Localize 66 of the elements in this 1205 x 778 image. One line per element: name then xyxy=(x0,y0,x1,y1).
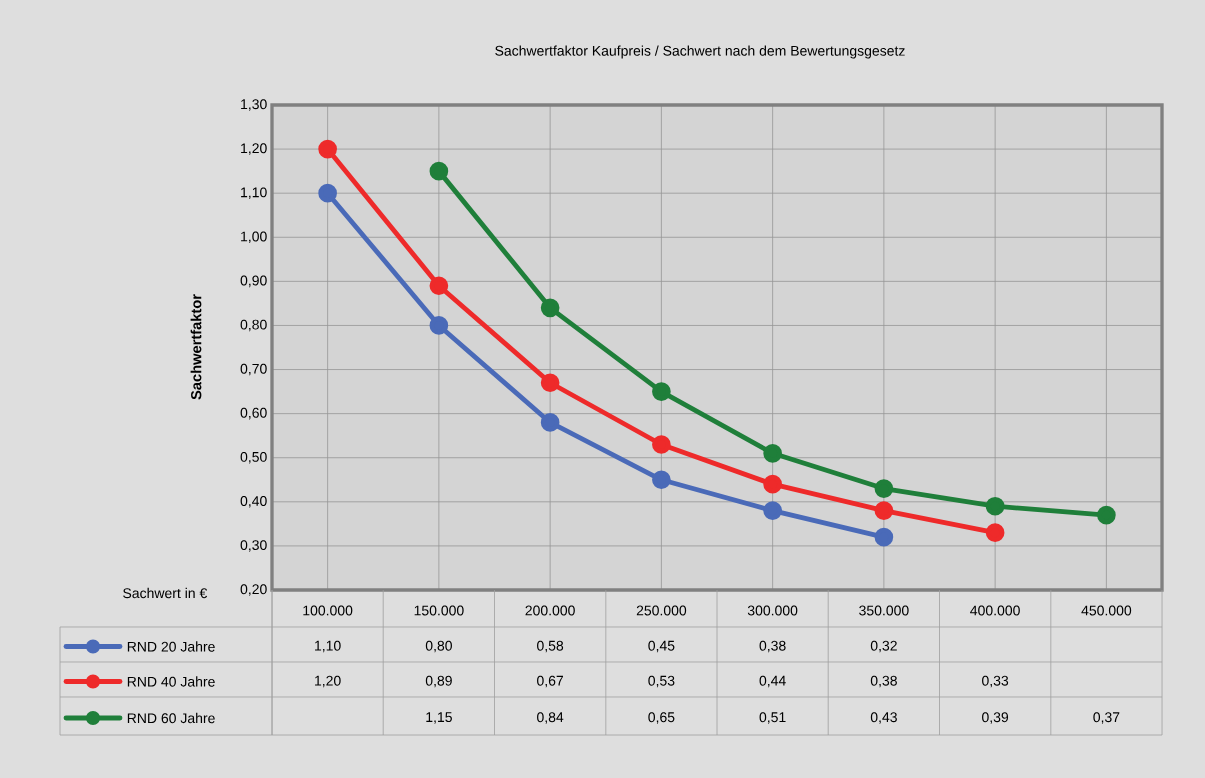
point xyxy=(763,501,782,520)
point xyxy=(540,373,560,393)
data-label: 0,38 xyxy=(870,675,897,688)
point xyxy=(985,496,1005,516)
x-tick-label: 350.000 xyxy=(859,605,909,616)
point xyxy=(652,435,671,454)
data-label: 0,32 xyxy=(870,640,897,653)
chart-title: Sachwertfaktor Kaufpreis / Sachwert nach dem Bewertungsgesetz xyxy=(495,45,905,59)
point xyxy=(763,443,782,463)
y-tick-label: 0,70 xyxy=(240,363,267,376)
y-tick-label: 0,60 xyxy=(240,407,267,420)
point xyxy=(540,298,560,318)
point xyxy=(1097,505,1116,525)
point xyxy=(874,501,894,520)
data-label: 0,44 xyxy=(759,675,786,688)
y-tick-label: 1,20 xyxy=(241,143,267,155)
data-label: 0,58 xyxy=(537,640,564,653)
y-tick-label: 0,40 xyxy=(240,496,267,508)
point xyxy=(540,413,560,432)
point xyxy=(429,161,449,181)
point xyxy=(652,382,671,401)
legend-label: RND 60 Jahre xyxy=(127,712,215,724)
y-tick-label: 0,50 xyxy=(240,451,267,464)
point xyxy=(429,316,449,335)
y-tick-label: 1,30 xyxy=(241,99,267,111)
x-tick-label: 450.000 xyxy=(1081,605,1132,616)
data-label: 1,10 xyxy=(315,640,341,653)
x-tick-label: 100.000 xyxy=(303,605,353,616)
data-label: 1,15 xyxy=(426,712,452,724)
data-label: 1,20 xyxy=(315,675,341,688)
data-label: 0,67 xyxy=(537,675,564,688)
point xyxy=(652,470,671,490)
y-tick-label: 0,30 xyxy=(240,540,267,552)
data-label: 0,80 xyxy=(425,640,452,653)
point xyxy=(874,479,894,498)
x-tick-label: 250.000 xyxy=(636,605,687,616)
y-tick-label: 1,10 xyxy=(241,187,267,199)
y-tick-label: 0,20 xyxy=(240,584,267,596)
point xyxy=(318,183,337,203)
data-label: 0,39 xyxy=(982,712,1009,724)
data-label: 0,53 xyxy=(648,675,675,688)
x-tick-label: 150.000 xyxy=(414,605,464,616)
data-label: 0,65 xyxy=(648,712,675,724)
legend-label: RND 40 Jahre xyxy=(127,676,215,687)
y-axis-title: Sachwertfaktor xyxy=(190,294,202,400)
point xyxy=(763,474,782,494)
data-label: 0,43 xyxy=(870,712,897,724)
data-label: 0,33 xyxy=(982,675,1009,688)
x-tick-label: 200.000 xyxy=(525,605,575,616)
point xyxy=(874,527,894,547)
data-label: 0,38 xyxy=(759,640,786,653)
x-tick-label: 400.000 xyxy=(970,605,1020,616)
x-tick-label: 300.000 xyxy=(747,605,798,616)
point xyxy=(429,276,449,296)
data-label: 0,51 xyxy=(759,712,786,724)
data-label: 0,37 xyxy=(1093,712,1120,724)
point xyxy=(985,523,1005,543)
y-tick-label: 0,90 xyxy=(240,275,267,288)
data-label: 0,45 xyxy=(648,640,675,653)
y-tick-label: 0,80 xyxy=(240,319,267,332)
x-axis-title: Sachwert in € xyxy=(123,587,208,599)
point xyxy=(318,139,337,159)
legend-label: RND 20 Jahre xyxy=(127,641,215,652)
y-tick-label: 1,00 xyxy=(241,231,267,244)
data-label: 0,89 xyxy=(425,675,452,688)
data-label: 0,84 xyxy=(537,712,564,724)
